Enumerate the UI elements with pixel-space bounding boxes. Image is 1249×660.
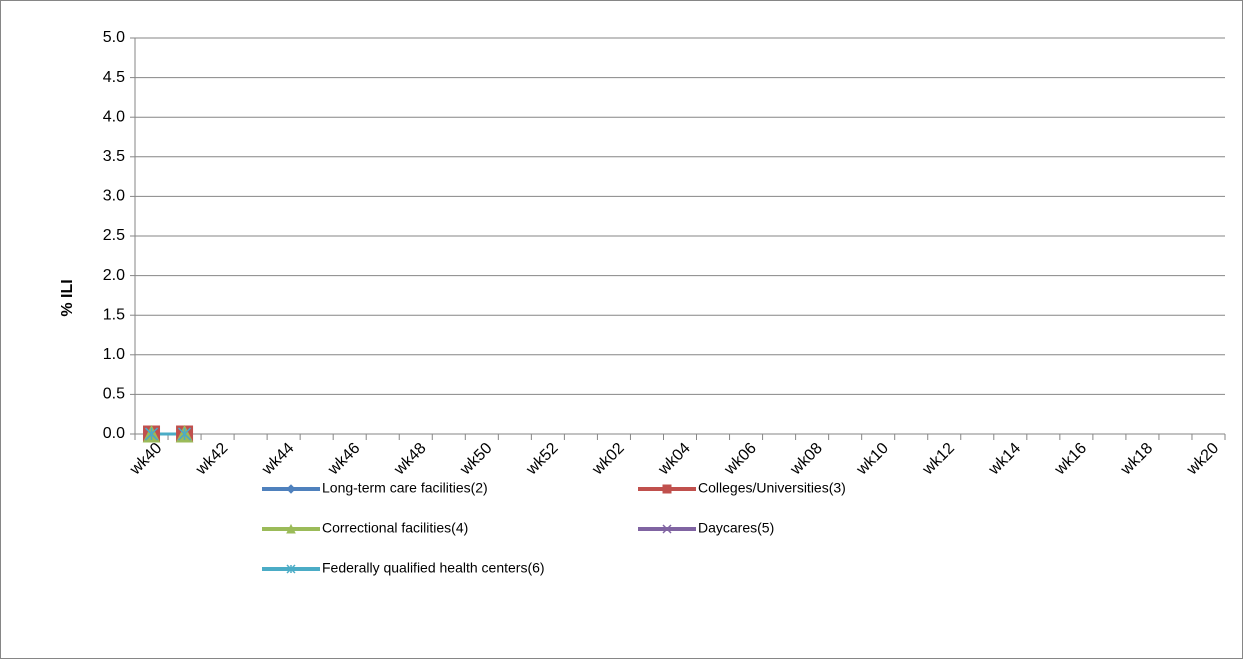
legend-label: Correctional facilities(4): [322, 520, 468, 536]
y-tick-label: 4.5: [103, 69, 125, 86]
y-tick-label: 2.0: [103, 267, 125, 284]
y-tick-label: 0.0: [103, 425, 125, 442]
legend-label: Long-term care facilities(2): [322, 480, 488, 496]
y-tick-label: 4.0: [103, 108, 125, 125]
data-point: [178, 427, 192, 441]
y-tick-label: 1.5: [103, 306, 125, 323]
legend-label: Federally qualified health centers(6): [322, 560, 545, 576]
y-tick-label: 1.0: [103, 346, 125, 363]
legend-marker: [286, 564, 296, 574]
legend-marker: [286, 523, 296, 534]
y-tick-label: 5.0: [103, 29, 125, 46]
y-tick-label: 3.5: [103, 148, 125, 165]
legend-marker: [662, 524, 672, 534]
legend-marker: [662, 484, 672, 494]
legend-label: Daycares(5): [698, 520, 774, 536]
legend-marker: [286, 484, 296, 494]
y-axis-label: % ILI: [59, 279, 76, 316]
y-tick-label: 0.5: [103, 386, 125, 403]
legend-label: Colleges/Universities(3): [698, 480, 846, 496]
y-tick-label: 2.5: [103, 227, 125, 244]
data-point: [144, 427, 159, 441]
y-tick-label: 3.0: [103, 188, 125, 205]
